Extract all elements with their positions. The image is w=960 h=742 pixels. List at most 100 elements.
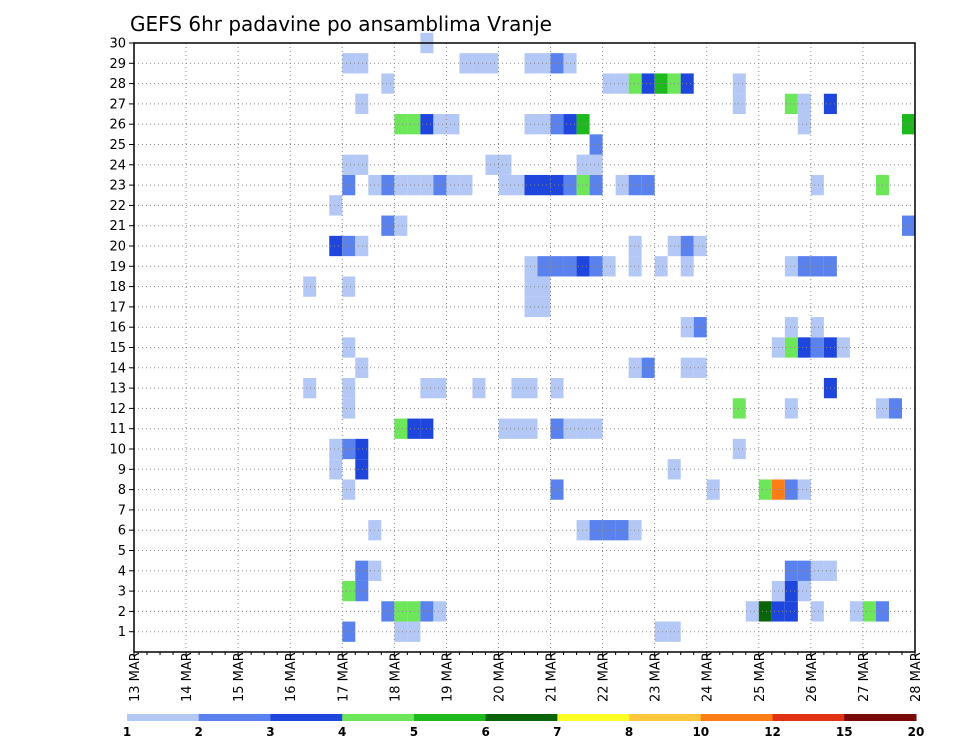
data-cell bbox=[342, 479, 356, 500]
legend-label: 6 bbox=[481, 725, 489, 739]
data-cell bbox=[524, 377, 538, 399]
y-tick-label: 16 bbox=[109, 321, 126, 336]
y-tick-label: 29 bbox=[109, 57, 126, 72]
data-cell bbox=[628, 357, 642, 378]
data-cell bbox=[498, 154, 512, 175]
data-cell bbox=[732, 93, 746, 115]
data-cell bbox=[381, 601, 395, 622]
data-cell bbox=[589, 256, 603, 277]
data-cell bbox=[849, 601, 863, 622]
data-cell bbox=[732, 73, 746, 94]
data-cell bbox=[537, 174, 551, 196]
data-cell bbox=[693, 317, 707, 338]
y-tick-label: 8 bbox=[118, 483, 126, 498]
data-cell bbox=[628, 256, 642, 277]
data-cell bbox=[446, 174, 460, 196]
data-cell bbox=[784, 398, 798, 419]
data-cell bbox=[888, 398, 902, 419]
y-tick-label: 9 bbox=[118, 463, 126, 478]
data-cell bbox=[524, 296, 538, 318]
data-cell bbox=[576, 418, 590, 439]
y-tick-label: 26 bbox=[109, 118, 126, 133]
legend-label: 15 bbox=[836, 725, 853, 739]
legend-swatch bbox=[485, 714, 558, 721]
y-tick-label: 20 bbox=[109, 240, 126, 255]
data-cell bbox=[589, 134, 603, 155]
data-cell bbox=[537, 276, 551, 297]
data-cell bbox=[342, 377, 356, 399]
y-tick-label: 27 bbox=[109, 97, 126, 112]
data-cell bbox=[381, 73, 395, 94]
y-tick-label: 11 bbox=[109, 422, 126, 437]
data-cell bbox=[342, 235, 356, 257]
data-cell bbox=[407, 418, 421, 439]
data-cell bbox=[342, 621, 356, 642]
data-cell bbox=[576, 520, 590, 541]
data-cell bbox=[628, 73, 642, 94]
data-cell bbox=[433, 114, 447, 135]
data-cell bbox=[329, 195, 343, 216]
data-cell bbox=[589, 154, 603, 175]
data-cell bbox=[355, 235, 369, 257]
data-cell bbox=[784, 337, 798, 358]
y-tick-label: 22 bbox=[109, 199, 126, 214]
legend-swatch bbox=[772, 714, 845, 721]
data-cell bbox=[524, 114, 538, 135]
data-cell bbox=[628, 520, 642, 541]
data-cell bbox=[511, 377, 525, 399]
data-cell bbox=[394, 621, 408, 642]
data-cell bbox=[745, 601, 759, 622]
data-cell bbox=[459, 53, 473, 74]
legend-swatch bbox=[844, 714, 917, 721]
data-cell bbox=[342, 337, 356, 358]
data-cell bbox=[602, 256, 616, 277]
legend-swatch bbox=[629, 714, 702, 721]
chart-title: GEFS 6hr padavine po ansamblima Vranje bbox=[130, 12, 552, 36]
y-tick-label: 23 bbox=[109, 179, 126, 194]
data-cell bbox=[342, 398, 356, 419]
data-cell bbox=[680, 256, 694, 277]
data-cell bbox=[589, 174, 603, 196]
data-cell bbox=[524, 276, 538, 297]
data-cell bbox=[355, 357, 369, 378]
data-cell bbox=[394, 418, 408, 439]
y-tick-label: 18 bbox=[109, 280, 126, 295]
y-tick-label: 28 bbox=[109, 77, 126, 92]
x-tick-label: 22 MAR bbox=[597, 652, 612, 702]
data-cell bbox=[342, 276, 356, 297]
data-cell bbox=[355, 459, 369, 480]
data-cell bbox=[628, 235, 642, 257]
y-tick-label: 12 bbox=[109, 402, 126, 417]
data-cell bbox=[680, 357, 694, 378]
x-tick-label: 25 MAR bbox=[753, 652, 768, 702]
data-cell bbox=[732, 398, 746, 419]
data-cell bbox=[810, 601, 824, 622]
data-cell bbox=[758, 479, 772, 500]
x-tick-label: 18 MAR bbox=[388, 652, 403, 702]
data-cell bbox=[797, 479, 811, 500]
y-tick-label: 19 bbox=[109, 260, 126, 275]
x-tick-label: 20 MAR bbox=[492, 652, 507, 702]
data-cell bbox=[303, 377, 317, 399]
x-tick-label: 14 MAR bbox=[180, 652, 195, 702]
legend-label: 1 bbox=[123, 725, 131, 739]
data-cell bbox=[511, 418, 525, 439]
y-tick-label: 10 bbox=[109, 443, 126, 458]
data-cell bbox=[550, 53, 564, 74]
x-tick-label: 28 MAR bbox=[909, 652, 924, 702]
legend-label: 3 bbox=[266, 725, 274, 739]
x-tick-label: 16 MAR bbox=[284, 652, 299, 702]
x-tick-label: 26 MAR bbox=[805, 652, 820, 702]
data-cell bbox=[407, 621, 421, 642]
data-cell bbox=[394, 114, 408, 135]
data-cell bbox=[602, 73, 616, 94]
legend-label: 20 bbox=[908, 725, 925, 739]
x-tick-label: 24 MAR bbox=[701, 652, 716, 702]
data-cell bbox=[628, 174, 642, 196]
data-cell bbox=[433, 377, 447, 399]
data-cell bbox=[706, 479, 720, 500]
data-cell bbox=[784, 256, 798, 277]
data-cell bbox=[342, 53, 356, 74]
x-tick-label: 13 MAR bbox=[128, 652, 143, 702]
